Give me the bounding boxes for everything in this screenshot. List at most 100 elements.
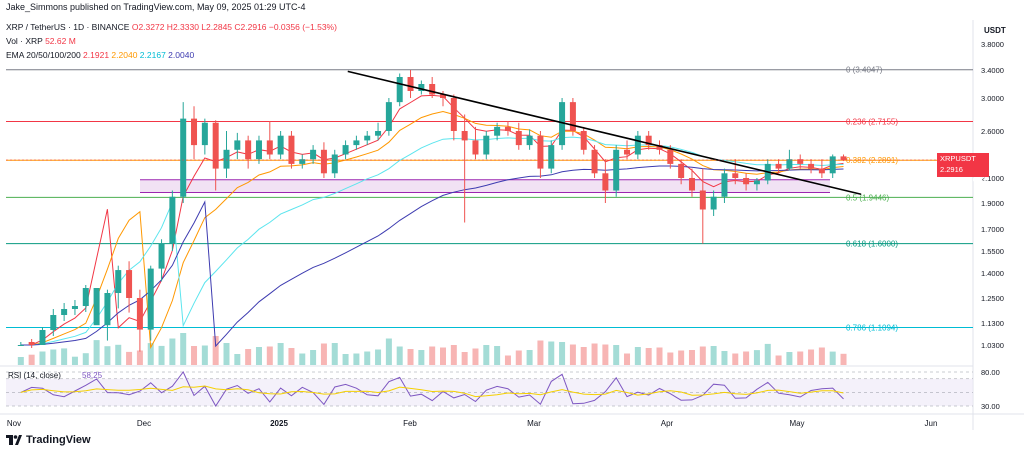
rsi-tick-label: 80.00 — [981, 368, 1000, 377]
candle-body — [494, 126, 501, 136]
candle-body — [569, 102, 576, 131]
candle-body — [580, 131, 587, 150]
publish-line: Jake_Simmons published on TradingView.co… — [6, 2, 306, 12]
volume-bar — [548, 341, 555, 365]
candle-body — [17, 345, 24, 346]
volume-bar — [667, 352, 674, 365]
candle-body — [450, 98, 457, 131]
candle-body — [342, 145, 349, 155]
candle-body — [115, 270, 122, 293]
volume-bar — [559, 342, 566, 365]
candle-body — [28, 342, 35, 345]
candle-body — [418, 84, 425, 91]
volume-bar — [245, 349, 252, 365]
candle-body — [483, 135, 490, 155]
ema20-line — [20, 94, 844, 346]
volume-bar — [569, 344, 576, 365]
candle-body — [385, 102, 392, 131]
volume-bar — [624, 353, 631, 365]
descending-trendline — [347, 70, 862, 196]
candle-body — [158, 243, 165, 269]
ema50-value: 2.2040 — [111, 50, 138, 60]
x-tick-label: Jun — [925, 419, 938, 428]
volume-bar — [634, 347, 641, 365]
volume-bar — [234, 354, 241, 365]
candle-body — [93, 288, 100, 326]
x-tick-label: Apr — [661, 419, 674, 428]
volume-bar — [61, 348, 68, 365]
candle-body — [613, 149, 620, 191]
volume-value: 52.62 M — [45, 36, 76, 46]
volume-bar — [126, 351, 133, 365]
price-tag-price: 2.2916 — [940, 165, 963, 174]
volume-bar — [764, 343, 771, 365]
volume-bar — [342, 354, 349, 365]
volume-bar — [775, 355, 782, 365]
volume-bar — [17, 357, 24, 365]
volume-bar — [299, 353, 306, 365]
candle-body — [526, 135, 533, 146]
volume-bar — [93, 340, 100, 365]
volume-bar — [223, 343, 230, 365]
y-tick-label: 3.8000 — [981, 40, 1004, 49]
volume-bar — [191, 346, 198, 365]
candle-body — [667, 149, 674, 164]
candle-body — [234, 140, 241, 150]
volume-bar — [645, 348, 652, 365]
candle-body — [732, 173, 739, 178]
volume-bar — [375, 349, 382, 365]
volume-bar — [255, 347, 262, 365]
volume-bar — [526, 350, 533, 365]
volume-bar — [818, 347, 825, 365]
volume-bar — [201, 345, 208, 365]
candle-body — [50, 315, 57, 330]
candle-body — [710, 196, 717, 210]
candle-body — [786, 159, 793, 169]
y-tick-label: 3.4000 — [981, 66, 1004, 75]
volume-bar — [429, 346, 436, 365]
volume-bar — [158, 345, 165, 365]
volume-bar — [699, 346, 706, 365]
ema50-line — [20, 110, 844, 350]
volume-bar — [613, 345, 620, 365]
volume-label: Vol · XRP — [6, 36, 43, 46]
volume-bar — [320, 343, 327, 365]
volume-bar — [39, 351, 46, 365]
fib-level-label: 0.382 (2.2891) — [846, 156, 898, 165]
fib-level-label: 0.5 (1.9446) — [846, 193, 889, 202]
y-tick-label: 1.4000 — [981, 269, 1004, 278]
ema20-value: 2.1921 — [83, 50, 110, 60]
candle-body — [472, 140, 479, 155]
volume-bar — [537, 340, 544, 365]
volume-bar — [82, 353, 89, 365]
price-tag-symbol: XRPUSDT — [940, 154, 976, 163]
candle-body — [743, 178, 750, 185]
candle-body — [548, 145, 555, 169]
rsi-ma-line — [20, 385, 844, 398]
candle-body — [656, 145, 663, 150]
rsi-tick-label: 30.00 — [981, 402, 1000, 411]
tradingview-brand[interactable]: TradingView — [6, 434, 91, 446]
fib-level-label: 0.786 (1.1094) — [846, 324, 898, 333]
symbol-name[interactable]: XRP / TetherUS · 1D · BINANCE — [6, 22, 130, 32]
candle-body — [591, 149, 598, 174]
candle-body — [721, 173, 728, 197]
ema-label: EMA 20/50/100/200 — [6, 50, 81, 60]
candle-body — [688, 178, 695, 191]
candle-body — [104, 293, 111, 326]
currency-label: USDT — [984, 26, 1006, 35]
volume-bar — [602, 344, 609, 365]
candle-body — [504, 126, 511, 131]
candle-body — [191, 118, 198, 146]
volume-bar — [266, 346, 273, 365]
candle-body — [699, 190, 706, 210]
candle-body — [645, 135, 652, 146]
candle-body — [39, 330, 46, 345]
ema200-line — [20, 165, 844, 348]
candle-body — [331, 154, 338, 174]
symbol-line: XRP / TetherUS · 1D · BINANCE O2.3272 H2… — [6, 22, 337, 32]
volume-bar — [364, 351, 371, 365]
volume-line: Vol · XRP 52.62 M — [6, 36, 76, 46]
volume-bar — [310, 350, 317, 365]
